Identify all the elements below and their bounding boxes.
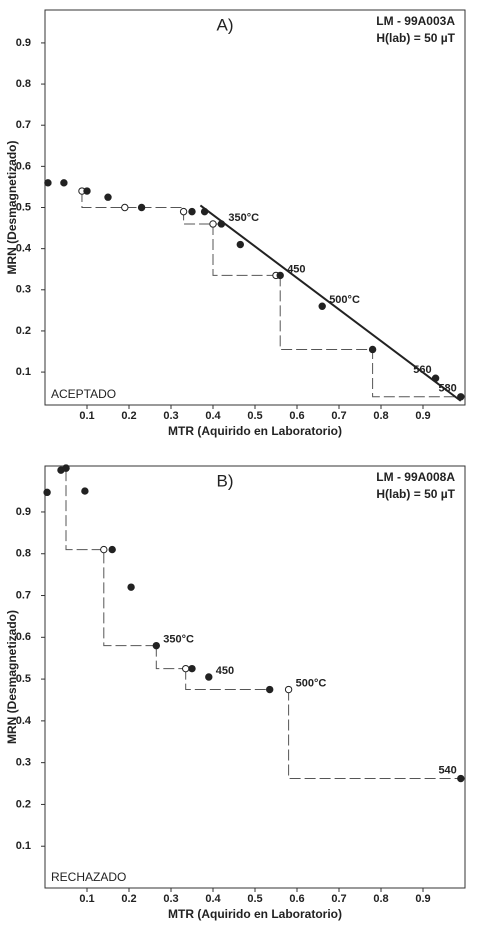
status-label: RECHAZADO bbox=[51, 870, 126, 884]
y-tick-label: 0.6 bbox=[16, 631, 31, 643]
x-tick-label: 0.7 bbox=[331, 893, 346, 905]
x-tick-label: 0.2 bbox=[121, 893, 136, 905]
check-step bbox=[65, 470, 157, 647]
x-tick-label: 0.2 bbox=[121, 410, 136, 422]
y-tick-label: 0.1 bbox=[16, 840, 31, 852]
plot-frame bbox=[44, 9, 466, 406]
x-tick-label: 0.8 bbox=[373, 410, 388, 422]
y-tick-label: 0.4 bbox=[16, 715, 32, 727]
x-tick-label: 0.5 bbox=[247, 410, 262, 422]
data-point bbox=[43, 488, 51, 497]
data-point bbox=[457, 774, 465, 783]
x-tick-label: 0.6 bbox=[289, 410, 304, 422]
temperature-label: 450 bbox=[216, 665, 234, 677]
panel-title: A) bbox=[217, 15, 234, 34]
check-step bbox=[288, 689, 461, 780]
x-tick-label: 0.4 bbox=[205, 410, 221, 422]
check-step bbox=[212, 223, 281, 276]
data-point bbox=[188, 207, 196, 216]
temperature-label: 450 bbox=[287, 263, 305, 275]
check-step bbox=[185, 668, 270, 691]
y-tick-label: 0.7 bbox=[16, 119, 31, 131]
annotation: H(lab) = 50 µT bbox=[376, 31, 455, 45]
y-tick-label: 0.9 bbox=[16, 506, 31, 518]
y-tick-label: 0.2 bbox=[16, 325, 31, 337]
y-tick-label: 0.3 bbox=[16, 757, 31, 769]
data-point bbox=[104, 193, 112, 201]
y-tick-label: 0.8 bbox=[16, 548, 31, 560]
fit-line bbox=[199, 204, 462, 402]
x-tick-label: 0.7 bbox=[331, 410, 346, 422]
x-tick-label: 0.4 bbox=[205, 893, 221, 905]
data-point bbox=[205, 673, 213, 681]
x-tick-label: 0.1 bbox=[79, 893, 94, 905]
y-axis-label: MRN (Desmagnetizado) bbox=[5, 140, 19, 274]
panel: 0.1 0.2 0.3 0.4 0.5 0.6 0.7 0.8 0.9 0.1 0.2 0.3 0.4 0… bbox=[5, 464, 466, 921]
data-point bbox=[137, 203, 146, 212]
x-tick-label: 0.9 bbox=[415, 893, 430, 905]
data-point bbox=[266, 685, 274, 694]
check-point bbox=[182, 664, 190, 673]
x-tick-label: 0.6 bbox=[289, 893, 304, 905]
panel: 0.1 0.2 0.3 0.4 0.5 0.6 0.7 0.8 0.9 0.1 0.2 0.3 0.4 0… bbox=[5, 9, 466, 438]
plot-frame bbox=[44, 465, 466, 889]
temperature-label: 350°C bbox=[228, 212, 259, 224]
check-point bbox=[209, 220, 217, 228]
temperature-label: 350°C bbox=[163, 634, 194, 646]
y-tick-label: 0.2 bbox=[16, 798, 31, 810]
data-point bbox=[457, 393, 465, 401]
y-tick-label: 0.7 bbox=[16, 589, 31, 601]
y-tick-label: 0.8 bbox=[16, 78, 31, 90]
status-label: ACEPTADO bbox=[51, 387, 116, 401]
data-point bbox=[60, 179, 68, 187]
data-point bbox=[188, 664, 196, 673]
x-tick-label: 0.9 bbox=[415, 410, 430, 422]
data-point bbox=[152, 641, 161, 650]
y-tick-label: 0.9 bbox=[16, 37, 31, 49]
data-point bbox=[236, 240, 245, 249]
x-tick-label: 0.3 bbox=[163, 410, 178, 422]
x-tick-label: 0.3 bbox=[163, 893, 178, 905]
x-tick-label: 0.1 bbox=[79, 410, 94, 422]
check-step bbox=[155, 645, 192, 670]
panel-title: B) bbox=[217, 471, 234, 490]
check-point bbox=[121, 203, 129, 212]
temperature-label: 500°C bbox=[329, 294, 360, 306]
annotation: H(lab) = 50 µT bbox=[376, 487, 455, 501]
check-point bbox=[179, 207, 188, 216]
temperature-label: 500°C bbox=[296, 677, 327, 689]
data-point bbox=[81, 487, 89, 495]
annotation: LM - 99A003A bbox=[376, 14, 455, 28]
y-tick-label: 0.5 bbox=[16, 201, 31, 213]
y-axis-label: MRN (Desmagnetizado) bbox=[5, 610, 19, 744]
data-point bbox=[276, 271, 284, 280]
data-point bbox=[83, 187, 91, 195]
y-tick-label: 0.1 bbox=[16, 366, 31, 378]
y-tick-label: 0.5 bbox=[16, 673, 31, 685]
x-tick-label: 0.5 bbox=[247, 893, 262, 905]
data-point bbox=[318, 302, 326, 310]
temperature-label: 580 bbox=[438, 383, 456, 395]
data-point bbox=[368, 345, 377, 354]
x-axis-label: MTR (Aquirido en Laboratorio) bbox=[168, 424, 342, 438]
data-point bbox=[200, 207, 209, 216]
data-point bbox=[217, 220, 226, 228]
temperature-label: 540 bbox=[438, 764, 456, 776]
temperature-label: 560 bbox=[413, 364, 431, 376]
y-tick-label: 0.4 bbox=[16, 243, 32, 255]
data-point bbox=[108, 545, 116, 554]
x-axis-label: MTR (Aquirido en Laboratorio) bbox=[168, 907, 342, 921]
annotation: LM - 99A008A bbox=[376, 470, 455, 484]
check-point bbox=[284, 685, 293, 694]
y-tick-label: 0.3 bbox=[16, 284, 31, 296]
data-point bbox=[431, 374, 440, 382]
check-step bbox=[81, 191, 222, 225]
x-tick-label: 0.8 bbox=[373, 893, 388, 905]
data-point bbox=[44, 179, 52, 187]
check-point bbox=[100, 545, 108, 554]
y-tick-label: 0.6 bbox=[16, 160, 31, 172]
data-point bbox=[62, 464, 70, 472]
data-point bbox=[127, 583, 135, 591]
